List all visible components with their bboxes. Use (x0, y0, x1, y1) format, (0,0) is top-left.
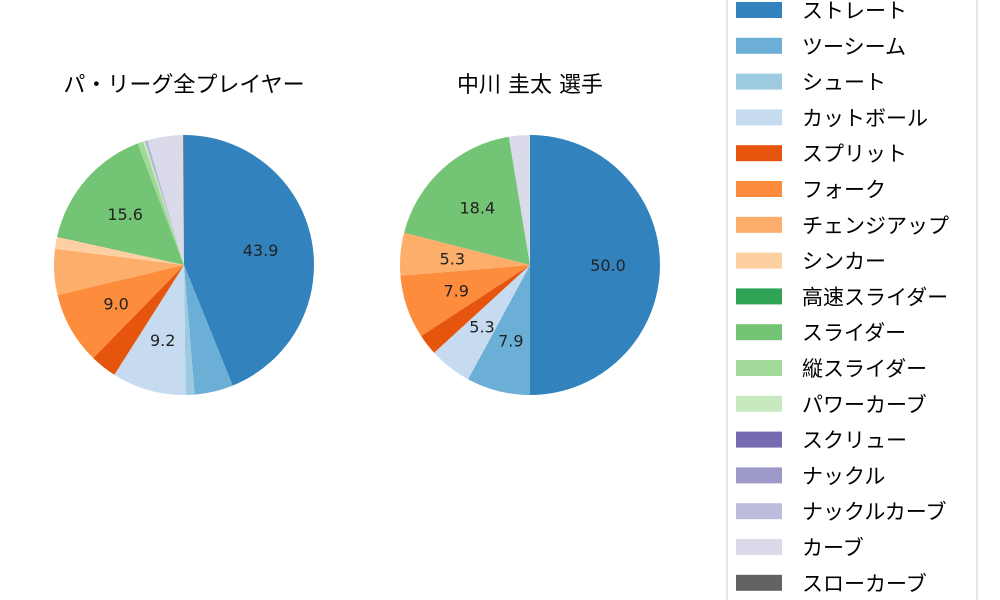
legend-label-10: 縦スライダー (802, 357, 927, 381)
legend-swatch-3 (736, 109, 782, 126)
pie-0-slice-5 (57, 265, 184, 359)
pie-0-slice-11 (143, 140, 184, 265)
pie-1-slice-6 (404, 136, 530, 265)
pie-1-slice-0 (530, 135, 660, 395)
pie-1-label-5: 5.3 (440, 249, 465, 268)
legend-label-16: スローカーブ (802, 572, 927, 596)
pie-0-slice-12 (145, 140, 184, 265)
pie-1-slice-3 (421, 265, 530, 353)
pie-league: 43.9 9.2 9.0 15.6 (53, 135, 314, 395)
legend-swatch-4 (736, 145, 782, 162)
pie-0-label-9: 15.6 (107, 205, 143, 224)
legend-label-7: シンカー (802, 250, 886, 274)
legend-label-8: 高速スライダー (802, 285, 948, 309)
legend-swatch-14 (736, 503, 782, 520)
legend-swatch-10 (736, 360, 782, 376)
pie-title-player: 中川 圭太 選手 (457, 73, 603, 98)
pie-0-slice-0 (184, 135, 314, 386)
pie-0-slice-3 (114, 265, 186, 395)
pie-player: 50.07.95.37.95.318.4 (400, 135, 660, 395)
legend-label-3: カットボール (802, 106, 928, 130)
pie-0-slice-16 (183, 135, 184, 265)
legend-swatch-16 (736, 574, 782, 591)
pie-0-slice-14 (146, 140, 184, 265)
pie-0-slice-13 (145, 140, 184, 265)
legend-label-15: カーブ (802, 536, 864, 560)
legend-label-6: チェンジアップ (802, 214, 949, 238)
pie-1-slice-4 (400, 265, 530, 337)
pie-1-slice-2 (434, 265, 530, 380)
legend-label-9: スライダー (802, 321, 906, 345)
legend-label-11: パワーカーブ (802, 393, 927, 417)
legend-label-5: フォーク (802, 178, 886, 202)
pie-0-slice-2 (184, 265, 195, 395)
legend-label-1: ツーシーム (802, 35, 906, 59)
pie-title-league: パ・リーグ全プレイヤー (63, 73, 304, 98)
pie-1-label-1: 7.9 (498, 332, 523, 351)
legend-label-12: スクリュー (802, 429, 907, 453)
pie-0-slice-7 (55, 236, 185, 265)
pie-0-slice-1 (184, 265, 233, 395)
legend-swatch-8 (736, 288, 782, 305)
pie-1-slice-1 (468, 265, 530, 395)
legend-label-2: シュート (802, 71, 886, 95)
pie-0-slice-9 (57, 143, 184, 265)
pie-0-label-0: 43.9 (243, 241, 279, 260)
legend-label-0: ストレート (802, 0, 907, 23)
legend-swatch-0 (736, 2, 782, 18)
legend-swatch-12 (736, 431, 782, 448)
pie-1-label-6: 18.4 (460, 198, 496, 217)
pie-1-label-2: 5.3 (469, 317, 494, 336)
pie-0-label-3: 9.2 (150, 331, 175, 350)
legend-label-13: ナックル (802, 464, 885, 488)
legend-swatch-6 (736, 216, 782, 233)
legend-label-4: スプリット (802, 142, 907, 166)
pie-1-slice-7 (508, 135, 530, 265)
pie-0-slice-4 (93, 265, 184, 375)
pie-0-slice-6 (53, 248, 184, 295)
legend-swatch-5 (736, 181, 782, 197)
pie-0-slice-8 (57, 235, 184, 265)
pie-0-slice-15 (147, 135, 184, 265)
legend-frame (726, 0, 978, 600)
pie-0-label-5: 9.0 (103, 294, 128, 313)
legend-swatch-15 (736, 539, 782, 555)
legend-swatch-11 (736, 395, 782, 412)
legend-swatch-1 (736, 37, 782, 54)
legend-swatch-2 (736, 73, 782, 90)
legend-swatch-9 (736, 324, 782, 341)
pie-1-slice-5 (400, 232, 530, 276)
pie-1-label-0: 50.0 (590, 256, 626, 275)
pie-0-slice-10 (137, 141, 184, 265)
pie-1-label-4: 7.9 (443, 281, 468, 300)
legend: ストレートツーシームシュートカットボールスプリットフォークチェンジアップシンカー… (726, 0, 978, 600)
legend-label-14: ナックルカーブ (802, 500, 946, 524)
legend-swatch-13 (736, 467, 782, 484)
legend-swatch-7 (736, 252, 782, 269)
